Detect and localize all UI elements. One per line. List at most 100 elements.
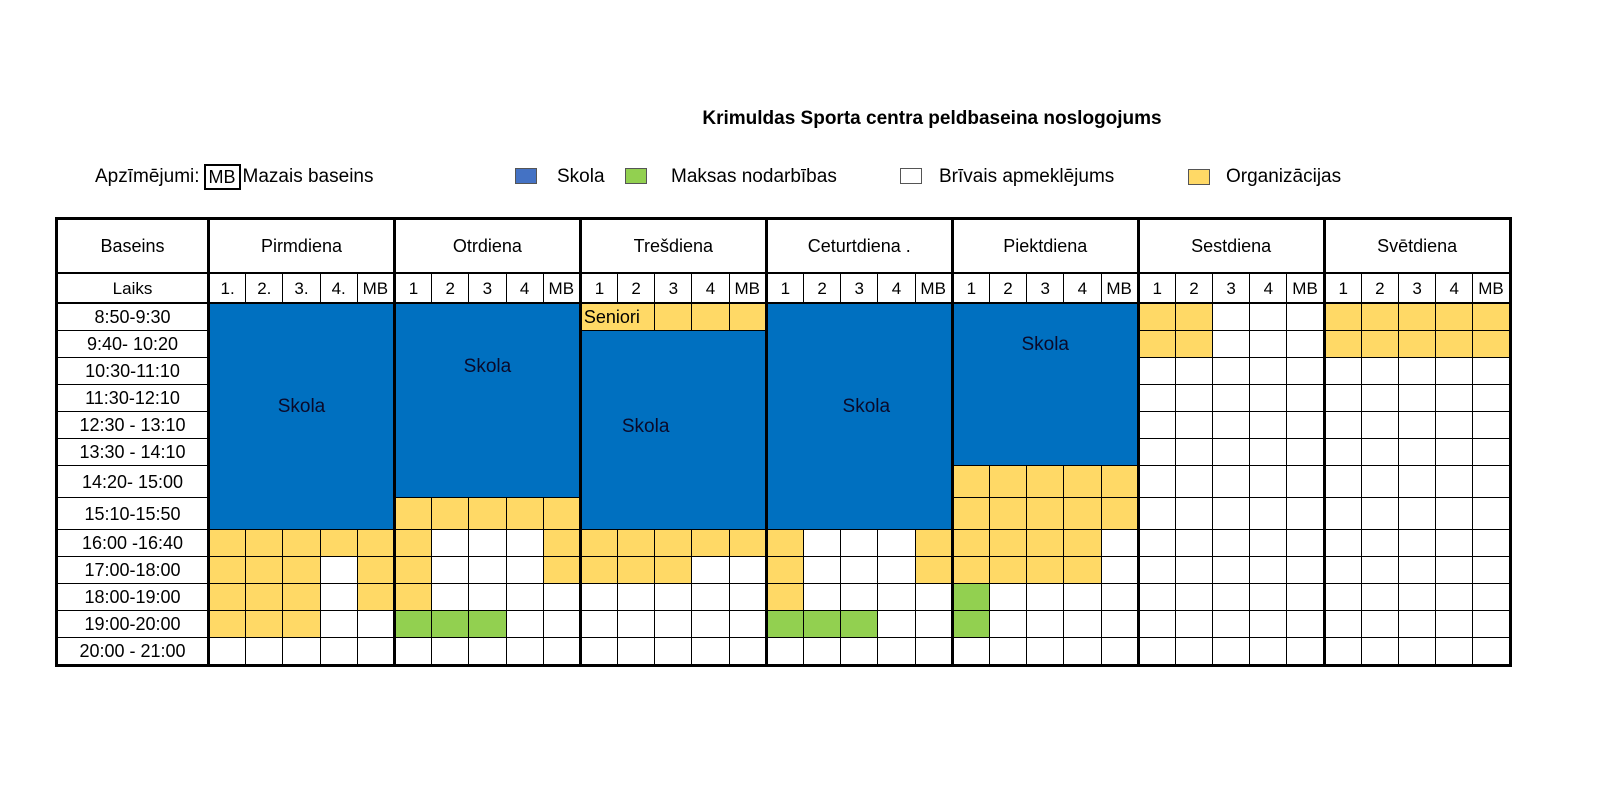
slot-cell — [691, 302, 730, 331]
legend-swatch-school — [515, 168, 537, 184]
slot-cell — [877, 583, 916, 611]
time-label: 17:00-18:00 — [56, 556, 209, 584]
time-label: 14:20- 15:00 — [56, 465, 209, 498]
lane-header: 1 — [950, 272, 990, 304]
slot-cell — [206, 637, 247, 666]
day-header: Otrdiena — [392, 218, 581, 274]
slot-cell — [1360, 438, 1400, 466]
slot-cell — [1322, 529, 1362, 557]
time-row: 17:00-18:00 — [56, 556, 1511, 584]
slot-cell — [1212, 330, 1251, 358]
slot-cell — [914, 529, 953, 557]
legend-swatch-paid — [625, 168, 647, 184]
slot-cell — [654, 529, 693, 557]
slot-cell — [617, 637, 656, 666]
slot-cell — [914, 610, 953, 638]
slot-cell — [356, 583, 395, 611]
slot-cell — [877, 529, 916, 557]
slot-cell — [1435, 583, 1474, 611]
slot-cell — [1174, 497, 1214, 530]
day-header: Piektdiena — [950, 218, 1139, 274]
time-label: 11:30-12:10 — [56, 384, 209, 412]
lane-header: 1. — [206, 272, 247, 304]
slot-cell — [950, 610, 990, 638]
slot-cell — [1249, 465, 1288, 498]
slot-cell — [578, 583, 619, 611]
slot-cell — [578, 529, 619, 557]
slot-cell — [1397, 465, 1437, 498]
slot-cell — [1026, 583, 1065, 611]
slot-cell — [1100, 610, 1139, 638]
lane-header: 3 — [840, 272, 879, 304]
slot-cell — [542, 556, 581, 584]
slot-cell — [282, 637, 321, 666]
slot-cell — [431, 529, 470, 557]
slot-cell — [691, 556, 730, 584]
slot-cell — [1435, 330, 1474, 358]
slot-cell — [1174, 637, 1214, 666]
slot-cell — [1174, 302, 1214, 331]
slot-cell — [617, 583, 656, 611]
slot-cell — [1322, 384, 1362, 412]
slot-cell — [392, 610, 433, 638]
slot-cell — [1174, 384, 1214, 412]
slot-cell — [319, 529, 358, 557]
slot-cell — [356, 637, 395, 666]
slot-cell — [1136, 529, 1176, 557]
time-label: 8:50-9:30 — [56, 302, 209, 331]
slot-cell — [392, 497, 433, 530]
legend-prefix: Apzīmējumi: — [95, 166, 200, 187]
slot-cell — [1100, 637, 1139, 666]
lane-header: 2 — [802, 272, 842, 304]
slot-cell — [1249, 583, 1288, 611]
slot-cell — [1100, 465, 1139, 498]
slot-cell — [1286, 556, 1325, 584]
slot-cell — [1472, 438, 1511, 466]
slot-cell — [356, 556, 395, 584]
slot-cell — [1100, 583, 1139, 611]
slot-cell — [1435, 384, 1474, 412]
lane-header-row: Laiks 1. 2. 3. 4. MB 1 2 3 4 MB 1 2 3 4 MB 1 2 3 4 MB 1 2 3 4 MB 1… — [56, 272, 1511, 304]
slot-cell — [1397, 583, 1437, 611]
slot-cell — [1174, 529, 1214, 557]
slot-cell — [1249, 302, 1288, 331]
slot-cell — [1397, 357, 1437, 385]
slot-cell — [1322, 411, 1362, 439]
slot-cell — [578, 610, 619, 638]
time-row: 20:00 - 21:00 — [56, 637, 1511, 666]
slot-cell — [1100, 529, 1139, 557]
slot-cell — [1286, 529, 1325, 557]
day-header-row: Baseins Pirmdiena Otrdiena Trešdiena Ceturtd… — [56, 218, 1511, 274]
legend-label-free: Brīvais apmeklējums — [939, 166, 1115, 187]
day-header: Sestdiena — [1136, 218, 1325, 274]
time-row: 10:30-11:10 — [56, 357, 1511, 385]
slot-cell — [1063, 529, 1102, 557]
slot-cell — [1286, 465, 1325, 498]
slot-cell — [505, 583, 544, 611]
slot-cell — [1397, 438, 1437, 466]
slot-cell — [1026, 465, 1065, 498]
slot-cell — [728, 583, 767, 611]
slot-cell — [802, 637, 842, 666]
slot-cell — [356, 529, 395, 557]
slot-cell — [802, 529, 842, 557]
lane-header: MB — [1286, 272, 1325, 304]
slot-cell — [1435, 610, 1474, 638]
slot-cell — [877, 610, 916, 638]
slot-cell — [1397, 529, 1437, 557]
lane-header: 1 — [392, 272, 433, 304]
lane-header: MB — [356, 272, 395, 304]
slot-cell — [1136, 556, 1176, 584]
slot-cell — [914, 583, 953, 611]
slot-cell — [988, 610, 1028, 638]
slot-cell — [988, 583, 1028, 611]
lane-header: 4 — [505, 272, 544, 304]
slot-cell — [1136, 637, 1176, 666]
slot-cell — [1026, 529, 1065, 557]
slot-cell — [1286, 411, 1325, 439]
slot-cell — [1136, 583, 1176, 611]
time-row: 13:30 - 14:10 — [56, 438, 1511, 466]
legend-label-paid: Maksas nodarbības — [671, 166, 837, 187]
slot-cell — [802, 610, 842, 638]
slot-cell — [319, 556, 358, 584]
